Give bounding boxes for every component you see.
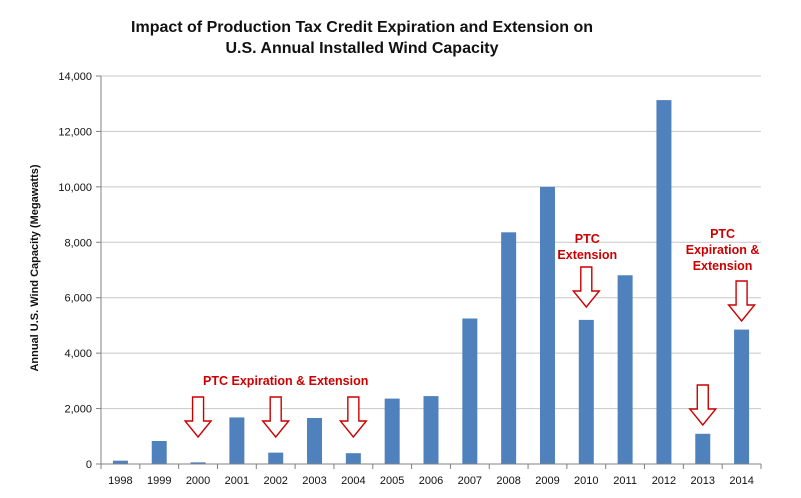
annotation-arrows <box>183 266 757 439</box>
annotations: PTC Expiration & Extension PTC Extension PT… <box>203 227 759 388</box>
bar-2001 <box>229 417 245 464</box>
y-tick-label: 12,000 <box>58 126 92 138</box>
y-tick-labels: 0 2,000 4,000 6,000 8,000 10,000 12,000 14,000 <box>58 71 101 471</box>
annotation-label: Extension <box>693 259 753 273</box>
y-tick-label: 8,000 <box>64 237 92 249</box>
bar-2008 <box>501 232 517 464</box>
x-tick-label: 1998 <box>108 475 132 487</box>
chart-title-line-2: U.S. Annual Installed Wind Capacity <box>225 40 498 57</box>
x-tick-label: 2007 <box>458 475 482 487</box>
bar-2010 <box>578 319 594 464</box>
annotation-arrow <box>727 280 757 323</box>
bar-2002 <box>268 452 284 464</box>
bar-2000 <box>190 462 206 464</box>
annotation-arrow <box>688 384 718 427</box>
y-tick-label: 10,000 <box>58 182 92 194</box>
y-tick-label: 0 <box>86 459 92 471</box>
x-tick-label: 2003 <box>302 475 326 487</box>
bar-2013 <box>695 433 711 464</box>
bar-2009 <box>539 186 555 464</box>
bar-2006 <box>423 396 439 464</box>
bar-2007 <box>462 318 478 464</box>
x-tick-label: 2001 <box>225 475 249 487</box>
annotation-arrow <box>261 396 291 439</box>
y-axis-label: Annual U.S. Wind Capacity (Megawatts) <box>29 164 41 371</box>
x-tick-label: 2014 <box>729 475 753 487</box>
x-tick-label: 2010 <box>574 475 598 487</box>
x-tick-label: 2005 <box>380 475 404 487</box>
y-tick-label: 2,000 <box>64 404 92 416</box>
bar-2012 <box>656 100 672 465</box>
bar-2014 <box>734 329 750 464</box>
annotation-arrow <box>183 396 213 439</box>
x-tick-label: 2012 <box>652 475 676 487</box>
annotation-label: PTC <box>710 227 735 241</box>
bar-1998 <box>112 460 128 464</box>
x-tick-label: 2008 <box>496 475 520 487</box>
y-tick-label: 4,000 <box>64 348 92 360</box>
annotation-arrow <box>571 266 601 309</box>
bar-1999 <box>151 440 167 464</box>
x-tick-label: 2002 <box>263 475 287 487</box>
annotation-label: PTC <box>575 232 600 246</box>
y-tick-label: 6,000 <box>64 293 92 305</box>
chart-title-line-1: Impact of Production Tax Credit Expirati… <box>131 19 593 36</box>
y-tick-label: 14,000 <box>58 71 92 83</box>
annotation-label: Expiration & <box>686 243 760 257</box>
bar-2003 <box>307 417 323 464</box>
axes <box>100 76 761 465</box>
bar-2005 <box>384 398 400 464</box>
x-tick-label: 2006 <box>419 475 443 487</box>
bar-2011 <box>617 275 633 464</box>
annotation-label: Extension <box>557 248 617 262</box>
x-tick-label: 2004 <box>341 475 365 487</box>
x-tick-label: 2009 <box>535 475 559 487</box>
bar-2004 <box>345 453 361 464</box>
annotation-label: PTC Expiration & Extension <box>203 374 368 388</box>
x-tick-label: 2011 <box>613 475 637 487</box>
x-tick-label: 2013 <box>691 475 715 487</box>
annotation-arrow <box>338 396 368 439</box>
bars <box>112 100 750 465</box>
x-tick-label: 2000 <box>186 475 210 487</box>
x-tick-label: 1999 <box>147 475 171 487</box>
gridlines <box>101 75 761 410</box>
x-tick-labels: 1998 1999 2000 2001 2002 2003 2004 2005 2006 2007… <box>100 464 762 487</box>
